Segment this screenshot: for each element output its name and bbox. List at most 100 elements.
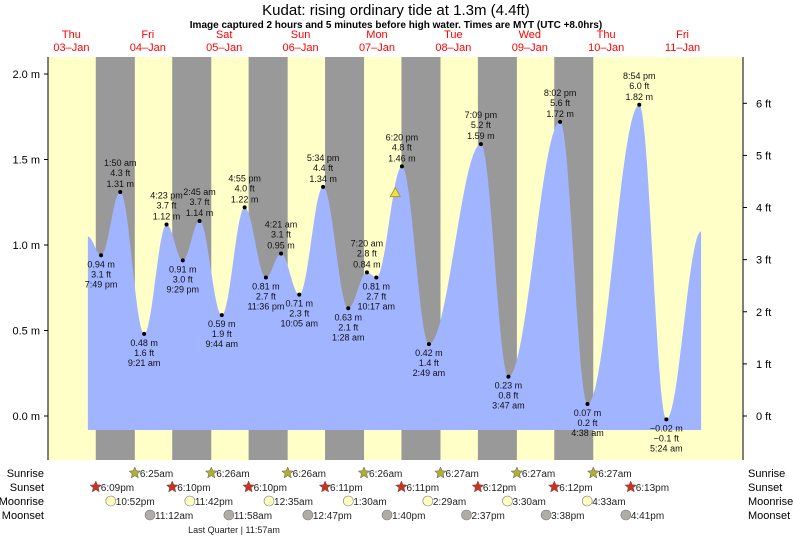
extreme-height-m: 0.84 m [353,259,381,269]
right-tick-label: 5 ft [756,150,771,162]
extreme-time: 9:21 am [128,358,161,368]
sunrise-row-label: Sunrise [7,468,44,480]
extreme-point [585,402,590,407]
extreme-point [506,374,511,379]
extreme-point [321,184,326,189]
extreme-time: 4:21 am [265,220,298,230]
sunset-time: 6:13pm [636,483,669,494]
moonrise-time: 4:33am [592,497,625,508]
sunset-time: 6:10pm [177,483,210,494]
right-tick-label: 4 ft [756,203,771,215]
moonrise-time: 2:29am [433,497,466,508]
date-label: 08–Jan [435,42,471,54]
date-label: 04–Jan [130,42,166,54]
moonrise-time: 11:42pm [195,497,233,508]
extreme-point [219,313,224,318]
extreme-height-m: 0.95 m [267,241,295,251]
extreme-height-m: 1.12 m [153,211,181,221]
sunrise-icon [510,466,524,479]
right-tick-label: 3 ft [756,255,771,267]
extreme-point [279,251,284,256]
day-of-week-label: Sat [216,29,233,41]
extreme-height-m: 0.81 m [363,281,391,291]
extreme-time: 1:28 am [332,332,365,342]
extreme-height-ft: 0.8 ft [498,391,519,401]
moonrise-time: 1:30am [353,497,386,508]
extreme-height-m: 0.81 m [252,281,280,291]
left-tick-label: 2.0 m [12,69,40,81]
extreme-point [399,164,404,169]
tide-curve [87,104,702,431]
extreme-time: 10:05 am [281,319,319,329]
sunrise-icon [281,466,295,479]
extreme-time: 10:17 am [358,301,396,311]
date-label: 05–Jan [206,42,242,54]
current-tide-marker [389,186,401,198]
extreme-height-ft: 5.2 ft [471,120,492,130]
extreme-height-ft: 3.7 ft [157,200,178,210]
sunset-time: 6:11pm [406,483,439,494]
extreme-time: 8:02 pm [544,88,577,98]
extreme-time: 2:45 am [183,187,216,197]
sunrise-time: 6:27am [598,469,631,480]
left-tick-label: 1.5 m [12,155,40,167]
date-label: 03–Jan [53,42,89,54]
extreme-point [118,189,123,194]
moonrise-icon [105,495,117,507]
extreme-height-m: 0.23 m [495,381,523,391]
extreme-point [297,292,302,297]
extreme-height-ft: 0.2 ft [577,418,598,428]
moonset-time: 1:40pm [392,511,425,522]
moon-phase: Last Quarter | 11:57am [188,525,280,535]
extreme-time: 7:20 am [351,238,384,248]
left-tick-label: 1.0 m [12,240,40,252]
extreme-height-ft: 4.4 ft [313,163,334,173]
extreme-point [637,102,642,107]
extreme-point [346,306,351,311]
chart-subtitle: Image captured 2 hours and 5 minutes bef… [190,20,602,31]
moonrise-time: 3:30am [512,497,545,508]
moonrise-time: 12:35am [274,497,313,508]
extreme-height-ft: 3.1 ft [271,230,292,240]
extreme-height-ft: 2.1 ft [338,322,359,332]
day-of-week-label: Thu [597,29,616,41]
extreme-height-m: 0.71 m [286,299,314,309]
sunrise-icon [357,466,371,479]
moonrise-row-label: Moonrise [0,496,44,508]
moonset-icon [302,509,314,521]
sunset-icon [471,480,485,493]
extreme-point [478,142,483,147]
extreme-time: 1:50 am [104,158,137,168]
date-label: 09–Jan [512,42,548,54]
extreme-height-ft: 1.6 ft [134,348,155,358]
day-of-week-label: Mon [366,29,387,41]
extreme-height-ft: 2.8 ft [357,248,378,258]
extreme-height-m: −0.02 m [650,423,683,433]
extreme-height-ft: 1.4 ft [419,358,440,368]
sunrise-time: 6:26am [216,469,249,480]
extreme-height-ft: 3.1 ft [91,269,112,279]
sunset-icon [89,480,103,493]
sunset-time: 6:11pm [330,483,363,494]
moonrise-icon [184,495,196,507]
right-tick-label: 6 ft [756,98,771,110]
sunset-time: 6:12pm [559,483,592,494]
extreme-labels: 0.94 m3.1 ft7:49 pm1:50 am4.3 ft1.31 m0.… [85,71,683,454]
extreme-height-m: 0.59 m [208,319,236,329]
moonset-time: 11:12am [155,511,193,522]
extreme-height-ft: 4.3 ft [110,168,131,178]
sunset-icon [624,480,638,493]
extreme-height-ft: 6.0 ft [629,81,650,91]
extreme-height-m: 1.22 m [231,194,259,204]
moonset-row-label-right: Moonset [748,510,790,522]
sunrise-time: 6:27am [522,469,555,480]
extreme-height-m: 1.14 m [186,208,214,218]
extreme-point [426,342,431,347]
extreme-point [164,222,169,227]
extreme-point [142,331,147,336]
extreme-time: 3:47 am [492,401,525,411]
left-tick-label: 0.0 m [12,411,40,423]
moonset-icon [144,509,156,521]
moonrise-icon [581,495,593,507]
